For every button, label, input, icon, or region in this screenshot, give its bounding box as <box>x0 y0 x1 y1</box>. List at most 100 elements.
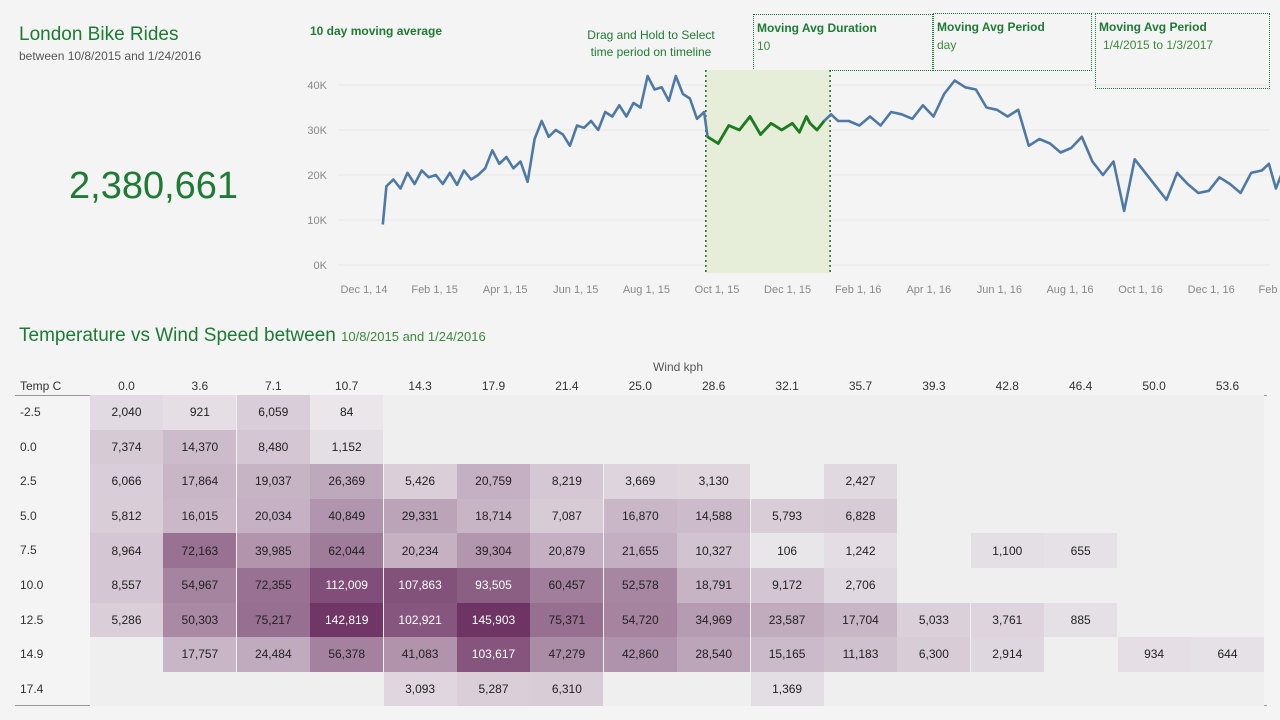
heatmap-cell[interactable]: 8,480 <box>236 429 310 465</box>
heatmap-cell[interactable]: 39,985 <box>236 533 310 568</box>
heatmap-cell[interactable]: 6,828 <box>824 498 897 534</box>
heatmap-cell[interactable]: 93,505 <box>457 568 530 603</box>
moving-avg-date-range-control[interactable]: Moving Avg Period 1/4/2015 to 1/3/2017 <box>1095 13 1270 89</box>
heatmap-cell[interactable]: 145,903 <box>457 602 530 638</box>
heatmap-cell[interactable]: 1,369 <box>750 671 824 707</box>
moving-avg-duration-control[interactable]: Moving Avg Duration 10 <box>753 14 933 71</box>
heatmap-cell[interactable]: 885 <box>1044 602 1118 638</box>
heatmap-cell[interactable]: 1,100 <box>970 533 1044 568</box>
heatmap-cell[interactable]: 54,720 <box>603 602 677 638</box>
heatmap-cell[interactable]: 75,371 <box>530 602 604 638</box>
heatmap-cell[interactable]: 3,669 <box>603 464 677 499</box>
heatmap-cell[interactable]: 34,969 <box>677 602 751 638</box>
heatmap-cell[interactable]: 26,369 <box>310 464 384 499</box>
heatmap-cell[interactable]: 2,914 <box>970 637 1044 672</box>
heatmap-cell[interactable]: 7,374 <box>90 429 163 465</box>
heatmap-cell[interactable]: 2,706 <box>824 568 897 603</box>
x-tick-label: Aug 1, 16 <box>1046 284 1093 296</box>
heatmap-cell[interactable]: 16,015 <box>163 498 237 534</box>
param-label: Moving Avg Duration <box>757 21 877 35</box>
heatmap-cell[interactable]: 15,165 <box>750 637 824 672</box>
heatmap-cell[interactable]: 41,083 <box>383 637 457 672</box>
heatmap-cell[interactable]: 11,183 <box>824 637 897 672</box>
param-value[interactable]: 1/4/2015 to 1/3/2017 <box>1103 38 1214 52</box>
heatmap-cell[interactable]: 20,759 <box>457 464 530 499</box>
heatmap-cell[interactable]: 54,967 <box>163 568 237 603</box>
heatmap-cell[interactable]: 2,040 <box>90 395 163 430</box>
heatmap-cell[interactable]: 39,304 <box>457 533 530 568</box>
temp-row-label: 0.0 <box>20 439 37 454</box>
moving-avg-period-control[interactable]: Moving Avg Period day <box>933 13 1092 71</box>
temp-row-label: 14.9 <box>20 647 44 662</box>
moving-average-line-chart[interactable]: 0K 10K 20K 30K 40K Dec 1, 14 Feb 1, 15 Apr 1, 1… <box>0 0 1280 310</box>
heatmap-cell[interactable]: 6,059 <box>236 395 310 430</box>
heatmap-cell[interactable]: 112,009 <box>310 568 384 603</box>
heatmap-cell[interactable]: 47,279 <box>530 637 604 672</box>
heatmap-cell[interactable]: 934 <box>1117 637 1191 672</box>
heatmap-cell[interactable]: 20,234 <box>383 533 457 568</box>
heatmap-cell[interactable]: 20,034 <box>236 498 310 534</box>
heatmap-cell[interactable]: 6,066 <box>90 464 163 499</box>
heatmap-cell[interactable]: 20,879 <box>530 533 604 568</box>
heatmap-cell[interactable]: 6,310 <box>530 671 604 707</box>
heatmap-cell[interactable]: 24,484 <box>236 637 310 672</box>
heatmap-cell[interactable]: 3,093 <box>383 671 457 707</box>
heatmap-cell[interactable]: 9,172 <box>750 568 824 603</box>
heatmap-cell[interactable]: 2,427 <box>824 464 897 499</box>
heatmap-cell[interactable]: 18,714 <box>457 498 530 534</box>
heatmap-cell[interactable]: 17,864 <box>163 464 237 499</box>
heatmap-cell[interactable]: 40,849 <box>310 498 384 534</box>
wind-column-header: 39.3 <box>922 379 946 393</box>
heatmap-cell[interactable]: 5,033 <box>897 602 971 638</box>
heatmap-cell[interactable]: 8,964 <box>90 533 163 568</box>
heatmap-cell[interactable]: 102,921 <box>383 602 457 638</box>
heatmap-cell[interactable]: 14,588 <box>677 498 751 534</box>
heatmap-cell[interactable]: 103,617 <box>457 637 530 672</box>
x-tick-label: Jun 1, 15 <box>553 284 598 296</box>
heatmap-cell[interactable]: 8,219 <box>530 464 604 499</box>
heatmap-cell[interactable]: 75,217 <box>236 602 310 638</box>
heatmap-cell[interactable]: 107,863 <box>383 568 457 603</box>
heatmap-cell[interactable]: 8,557 <box>90 568 163 603</box>
heatmap-cell[interactable]: 655 <box>1044 533 1118 568</box>
heatmap-cell[interactable]: 72,355 <box>236 568 310 603</box>
heatmap-cell[interactable]: 17,704 <box>824 602 897 638</box>
heatmap-cell[interactable]: 7,087 <box>530 498 604 534</box>
heatmap-cell[interactable]: 21,655 <box>603 533 677 568</box>
heatmap-cell[interactable]: 17,757 <box>163 637 237 672</box>
heatmap-cell[interactable]: 1,242 <box>824 533 897 568</box>
heatmap-cell[interactable]: 28,540 <box>677 637 751 672</box>
heatmap-cell[interactable]: 84 <box>310 395 384 430</box>
heatmap-cell[interactable]: 3,761 <box>970 602 1044 638</box>
heatmap-cell[interactable]: 72,163 <box>163 533 237 568</box>
heatmap-cell[interactable]: 5,426 <box>383 464 457 499</box>
heatmap-cell[interactable]: 5,812 <box>90 498 163 534</box>
heatmap-cell[interactable]: 56,378 <box>310 637 384 672</box>
param-value[interactable]: 10 <box>757 39 771 53</box>
heatmap-cell[interactable]: 5,793 <box>750 498 824 534</box>
heatmap-cell[interactable]: 3,130 <box>677 464 751 499</box>
heatmap-cell[interactable]: 29,331 <box>383 498 457 534</box>
heatmap-cell[interactable]: 1,152 <box>310 429 384 465</box>
heatmap-cell[interactable]: 6,300 <box>897 637 971 672</box>
heatmap-cell[interactable]: 23,587 <box>750 602 824 638</box>
heatmap-cell[interactable]: 14,370 <box>163 429 237 465</box>
heatmap-cell[interactable]: 16,870 <box>603 498 677 534</box>
param-value[interactable]: day <box>937 38 957 52</box>
heatmap-cell[interactable]: 60,457 <box>530 568 604 603</box>
heatmap-cell[interactable]: 5,286 <box>90 602 163 638</box>
heatmap-cell[interactable]: 62,044 <box>310 533 384 568</box>
heatmap-cell[interactable]: 50,303 <box>163 602 237 638</box>
heatmap-cell[interactable]: 18,791 <box>677 568 751 603</box>
heatmap-cell[interactable]: 52,578 <box>603 568 677 603</box>
heatmap-cell[interactable]: 5,287 <box>457 671 530 707</box>
wind-column-header: 53.6 <box>1215 379 1240 393</box>
chart-caption: 10 day moving average <box>310 24 443 38</box>
heatmap-cell[interactable]: 644 <box>1191 637 1264 672</box>
heatmap-cell[interactable]: 921 <box>163 395 237 430</box>
heatmap-cell[interactable]: 142,819 <box>310 602 384 638</box>
heatmap-cell[interactable]: 10,327 <box>677 533 751 568</box>
heatmap-cell[interactable]: 19,037 <box>236 464 310 499</box>
heatmap-cell[interactable]: 106 <box>750 533 824 568</box>
heatmap-cell[interactable]: 42,860 <box>603 637 677 672</box>
